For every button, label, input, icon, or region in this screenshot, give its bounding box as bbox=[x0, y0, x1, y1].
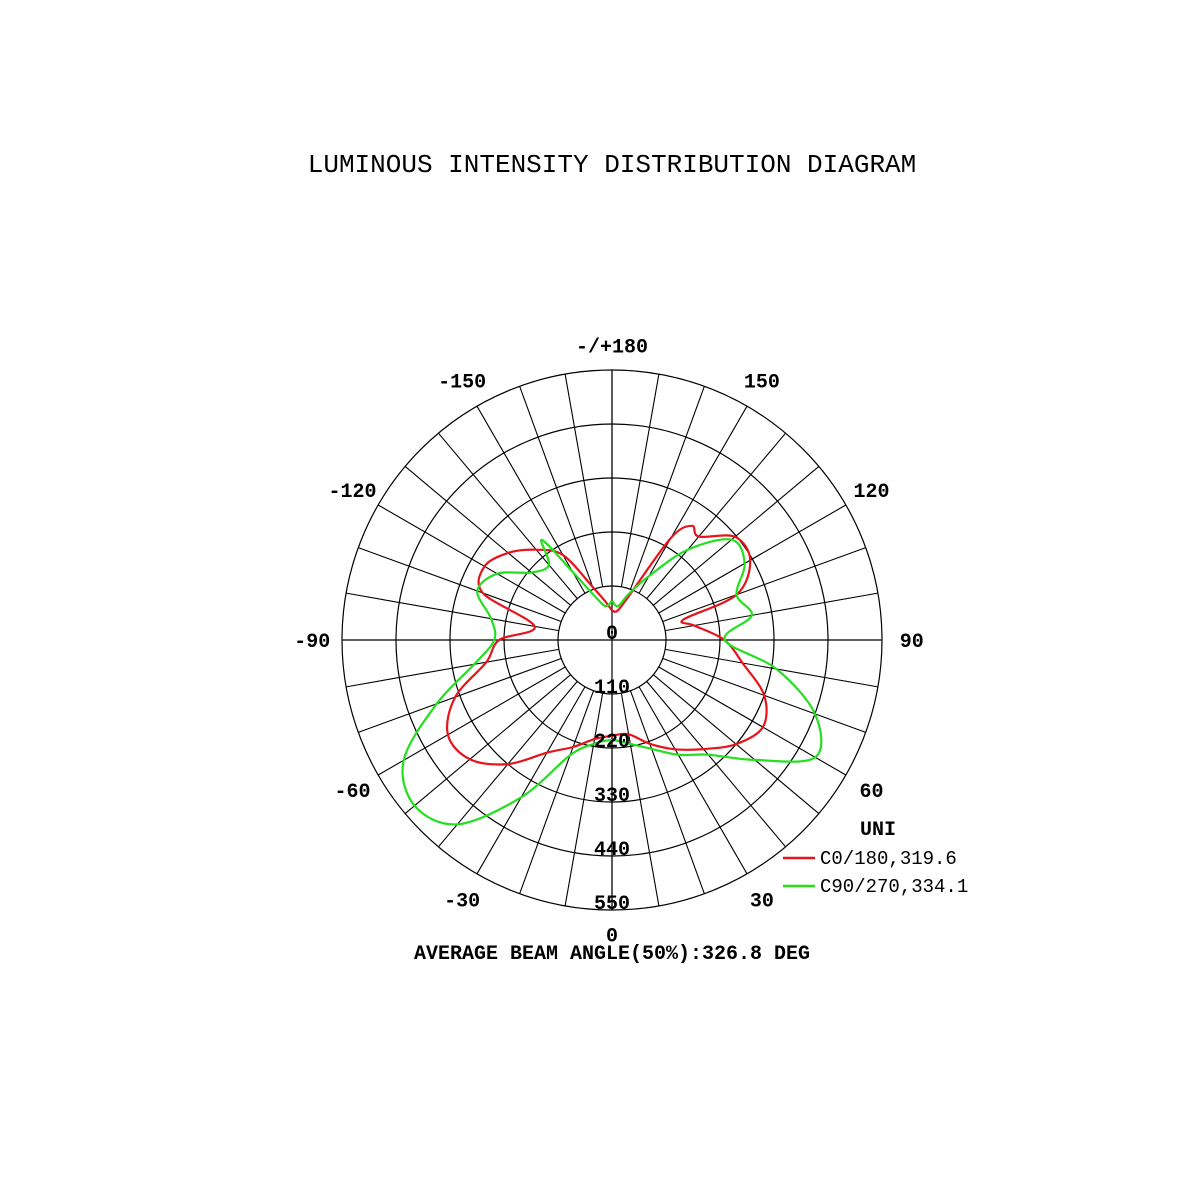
unit-label: UNI bbox=[860, 819, 896, 842]
grid-spoke bbox=[404, 466, 571, 606]
legend-label-c90: C90/270,334.1 bbox=[820, 876, 968, 898]
series-curve-0 bbox=[445, 524, 768, 766]
radial-tick-label: 0 bbox=[606, 623, 618, 646]
angle-tick-label: 150 bbox=[744, 371, 780, 394]
beam-angle-footer: AVERAGE BEAM ANGLE(50%):326.8 DEG bbox=[414, 943, 810, 966]
angle-tick-label: 0 bbox=[606, 925, 618, 948]
angle-tick-label: -30 bbox=[444, 891, 480, 914]
grid-spoke bbox=[620, 374, 660, 587]
radial-tick-label: 550 bbox=[594, 893, 630, 916]
grid-spoke bbox=[377, 666, 566, 776]
grid-spoke bbox=[658, 504, 847, 614]
grid-spoke bbox=[653, 466, 820, 606]
grid-spoke bbox=[476, 686, 586, 875]
angle-tick-label: 60 bbox=[860, 781, 884, 804]
grid-spoke bbox=[665, 648, 878, 688]
legend: C0/180,319.6 C90/270,334.1 bbox=[783, 848, 968, 898]
angle-tick-label: -120 bbox=[328, 481, 376, 504]
grid-spoke bbox=[620, 693, 660, 906]
grid-spoke bbox=[629, 386, 705, 590]
angle-tick-label: 90 bbox=[900, 631, 924, 654]
grid-spoke bbox=[564, 693, 604, 906]
angle-tick-label: -90 bbox=[294, 631, 330, 654]
angle-tick-label: -150 bbox=[438, 371, 486, 394]
grid-spoke bbox=[564, 374, 604, 587]
chart-title: LUMINOUS INTENSITY DISTRIBUTION DIAGRAM bbox=[308, 150, 917, 180]
angle-tick-label: -60 bbox=[334, 781, 370, 804]
grid-spoke bbox=[629, 690, 705, 894]
angle-tick-label: 120 bbox=[854, 481, 890, 504]
axis-labels: -/+180 150 120 90 60 30 0 -30 -60 -90 -120 -150 0 110… bbox=[294, 337, 923, 949]
grid-spoke bbox=[519, 690, 595, 894]
grid-spoke bbox=[346, 592, 559, 632]
radial-tick-label: 110 bbox=[594, 677, 630, 700]
grid-spoke bbox=[638, 686, 748, 875]
angle-tick-label: -/+180 bbox=[576, 337, 648, 360]
grid-spoke bbox=[346, 648, 559, 688]
grid-spoke bbox=[519, 386, 595, 590]
radial-tick-label: 440 bbox=[594, 839, 630, 862]
grid-spoke bbox=[404, 674, 571, 814]
radial-tick-label: 330 bbox=[594, 785, 630, 808]
grid-spoke bbox=[476, 405, 586, 594]
radial-tick-label: 220 bbox=[594, 731, 630, 754]
grid-spoke bbox=[646, 432, 786, 599]
series-curves bbox=[401, 524, 823, 826]
grid-spoke bbox=[665, 592, 878, 632]
grid-spoke bbox=[662, 547, 866, 623]
grid-spoke bbox=[646, 681, 786, 848]
angle-tick-label: 30 bbox=[750, 891, 774, 914]
legend-label-c0: C0/180,319.6 bbox=[820, 848, 957, 870]
series-curve-1 bbox=[401, 538, 823, 826]
grid-spoke bbox=[438, 432, 578, 599]
grid-spoke bbox=[377, 504, 566, 614]
grid-spoke bbox=[358, 547, 562, 623]
grid-spoke bbox=[358, 657, 562, 733]
grid-spoke bbox=[638, 405, 748, 594]
